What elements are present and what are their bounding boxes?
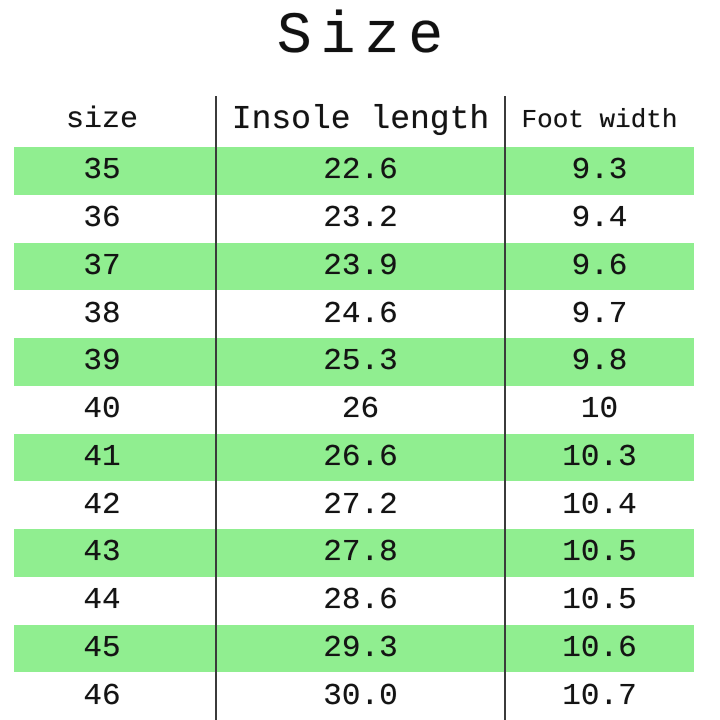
table-row: 43 27.8 10.5 <box>14 529 694 577</box>
table-row: 41 26.6 10.3 <box>14 433 694 482</box>
insole-length-cell: 26 <box>341 392 380 428</box>
foot-width-cell: 9.4 <box>571 201 628 237</box>
insole-length-cell: 22.6 <box>323 153 398 189</box>
column-header-insole-length: Insole length <box>231 101 490 138</box>
size-cell: 44 <box>83 583 121 619</box>
insole-length-cell: 25.3 <box>323 344 398 380</box>
size-cell: 41 <box>83 439 121 475</box>
column-header-foot-width: Foot width <box>521 104 678 135</box>
foot-width-cell: 10.5 <box>562 535 637 571</box>
table-row: 37 23.9 9.6 <box>14 242 694 291</box>
table-row: 45 29.3 10.6 <box>14 624 694 673</box>
size-table: 35 22.6 9.3 36 23.2 9.4 37 23.9 9.6 38 24.6 9.7 39 25… <box>14 147 694 720</box>
insole-length-cell: 28.6 <box>323 583 398 619</box>
insole-length-cell: 27.8 <box>323 535 398 571</box>
foot-width-cell: 9.3 <box>571 153 628 189</box>
foot-width-cell: 10 <box>580 392 619 428</box>
table-row: 38 24.6 9.7 <box>14 290 694 338</box>
size-cell: 45 <box>83 630 121 666</box>
foot-width-cell: 10.4 <box>562 487 637 523</box>
size-cell: 39 <box>83 344 121 380</box>
column-divider-right <box>504 96 506 720</box>
foot-width-cell: 9.6 <box>571 248 628 284</box>
insole-length-cell: 23.2 <box>323 201 398 237</box>
size-cell: 46 <box>83 678 121 714</box>
table-row: 46 30.0 10.7 <box>14 672 694 720</box>
page-title: Size <box>276 5 453 70</box>
size-cell: 40 <box>83 392 121 428</box>
insole-length-cell: 23.9 <box>323 248 398 284</box>
size-cell: 43 <box>83 535 121 571</box>
size-cell: 36 <box>83 201 121 237</box>
foot-width-cell: 9.8 <box>571 344 628 380</box>
insole-length-cell: 29.3 <box>323 630 398 666</box>
size-cell: 38 <box>83 296 121 332</box>
insole-length-cell: 26.6 <box>323 439 398 475</box>
size-cell: 35 <box>83 153 121 189</box>
table-row: 36 23.2 9.4 <box>14 195 694 243</box>
insole-length-cell: 24.6 <box>323 296 398 332</box>
foot-width-cell: 9.7 <box>571 296 628 332</box>
foot-width-cell: 10.6 <box>562 630 637 666</box>
table-row: 44 28.6 10.5 <box>14 577 694 625</box>
foot-width-cell: 10.3 <box>562 439 637 475</box>
foot-width-cell: 10.5 <box>562 583 637 619</box>
column-header-size: size <box>65 102 138 137</box>
foot-width-cell: 10.7 <box>562 678 637 714</box>
table-row: 40 26 10 <box>14 386 694 434</box>
column-divider-left <box>215 96 217 720</box>
table-row: 35 22.6 9.3 <box>14 147 694 195</box>
insole-length-cell: 30.0 <box>323 678 398 714</box>
insole-length-cell: 27.2 <box>323 487 398 523</box>
table-header-row: size Insole length Foot width <box>14 92 694 147</box>
size-cell: 42 <box>83 487 121 523</box>
table-row: 42 27.2 10.4 <box>14 481 694 529</box>
size-cell: 37 <box>83 248 121 284</box>
table-row: 39 25.3 9.8 <box>14 338 694 386</box>
